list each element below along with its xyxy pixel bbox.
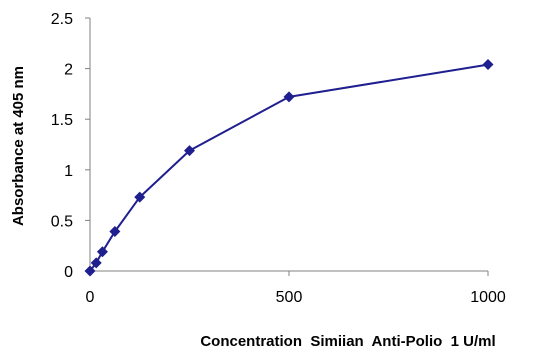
y-tick-label: 0.5 xyxy=(51,213,73,230)
y-tick-label: 1 xyxy=(64,163,73,180)
data-point-marker xyxy=(90,257,102,269)
data-point-marker xyxy=(184,145,195,157)
x-tick-label: 0 xyxy=(86,289,95,306)
y-tick-label: 2 xyxy=(64,62,73,79)
data-point-marker xyxy=(482,59,494,71)
x-tick-label: 500 xyxy=(276,289,303,306)
x-axis-title: Concentration Simiian Anti-Polio 1 U/ml xyxy=(200,333,495,350)
y-ticks: 0 0.5 1 1.5 2 2.5 xyxy=(51,11,90,281)
data-point-marker xyxy=(109,226,121,238)
y-tick-label: 0 xyxy=(64,264,73,281)
x-tick-label: 1000 xyxy=(470,289,506,306)
data-point-marker xyxy=(84,265,96,277)
y-tick-label: 2.5 xyxy=(51,11,73,28)
data-point-marker xyxy=(283,91,295,103)
y-tick-label: 1.5 xyxy=(51,112,73,129)
data-point-marker xyxy=(96,246,108,258)
y-axis-title: Absorbance at 405 nm xyxy=(10,66,27,226)
data-point-marker xyxy=(134,191,146,203)
x-ticks: 0 500 1000 xyxy=(86,271,506,306)
series-layer xyxy=(84,59,494,277)
